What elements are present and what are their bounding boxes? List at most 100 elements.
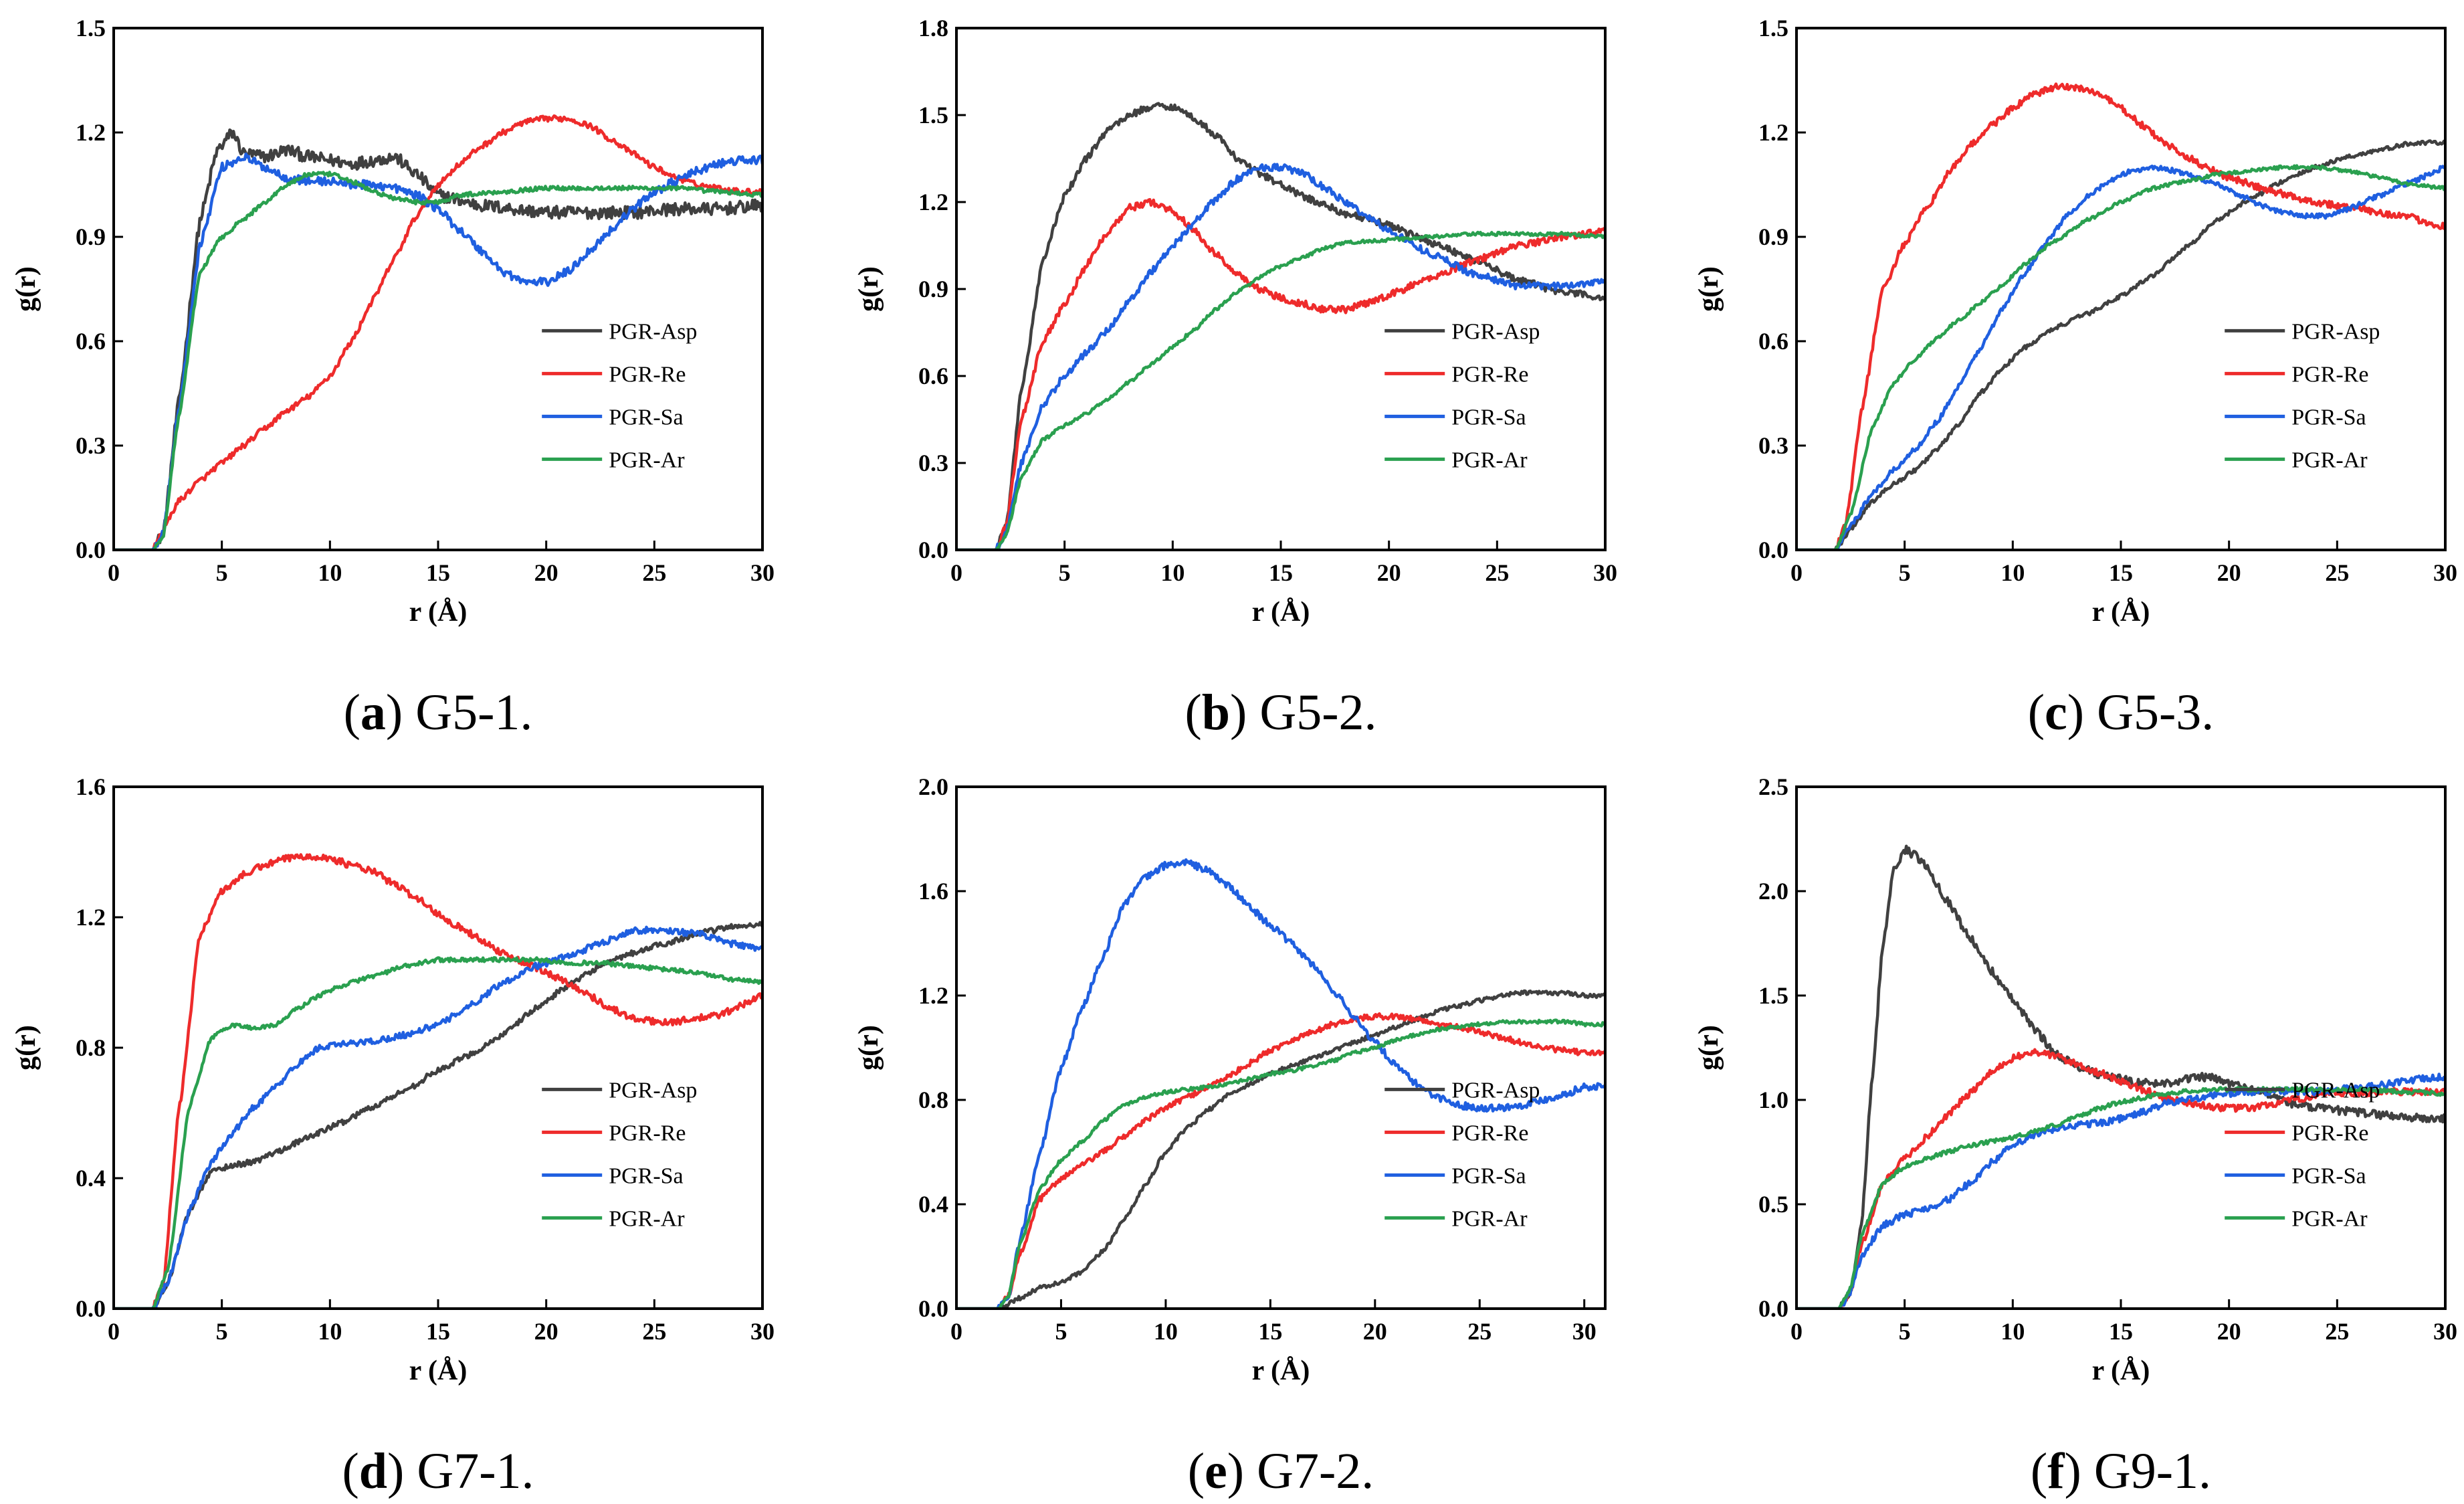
series-line-pgr-asp [1796, 844, 2445, 1309]
x-tick-label: 5 [216, 559, 228, 586]
y-tick-label: 0.3 [76, 432, 106, 459]
series-line-pgr-ar [114, 956, 762, 1309]
legend-label-pgr-ar: PGR-Ar [609, 1206, 685, 1231]
legend-label-pgr-re: PGR-Re [2291, 1121, 2368, 1145]
caption-text: G7-2. [1244, 1443, 1374, 1499]
legend-label-pgr-asp: PGR-Asp [609, 1078, 697, 1103]
legend-label-pgr-ar: PGR-Ar [1451, 448, 1528, 472]
legend-label-pgr-sa: PGR-Sa [1451, 405, 1526, 430]
x-tick-label: 0 [108, 559, 120, 586]
series-line-pgr-asp [114, 921, 762, 1309]
legend-label-pgr-re: PGR-Re [2291, 362, 2368, 387]
x-tick-label: 0 [1790, 1318, 1803, 1345]
caption-letter: e [1205, 1443, 1227, 1499]
panel-caption: (a) G5-1. [344, 684, 533, 741]
x-tick-label: 5 [1899, 1318, 1911, 1345]
legend-label-pgr-re: PGR-Re [1451, 362, 1528, 387]
legend-label-pgr-ar: PGR-Ar [2291, 448, 2368, 472]
legend-label-pgr-asp: PGR-Asp [1451, 319, 1540, 344]
series-line-pgr-ar [1796, 164, 2445, 550]
y-axis-label: g(r) [1693, 1025, 1724, 1070]
y-tick-label: 0.5 [1758, 1191, 1788, 1218]
y-tick-label: 2.0 [1758, 878, 1788, 905]
x-axis-label: r (Å) [1252, 1355, 1310, 1386]
x-tick-label: 5 [1899, 559, 1911, 586]
caption-paren-open: ( [1185, 684, 1201, 741]
y-tick-label: 0.3 [918, 450, 948, 476]
y-tick-label: 1.5 [1758, 15, 1788, 41]
series-line-pgr-re [1796, 1048, 2445, 1309]
series-line-pgr-asp [956, 102, 1605, 550]
x-tick-label: 15 [1258, 1318, 1282, 1345]
y-axis-label: g(r) [11, 266, 41, 312]
legend-label-pgr-ar: PGR-Ar [2291, 1206, 2368, 1231]
x-axis-label: r (Å) [2092, 1355, 2150, 1386]
caption-letter: f [2047, 1443, 2065, 1499]
legend-label-pgr-sa: PGR-Sa [2291, 405, 2366, 430]
caption-text: G7-1. [404, 1443, 534, 1499]
series-line-pgr-asp [1796, 139, 2445, 550]
series-line-pgr-sa [956, 858, 1605, 1309]
y-tick-label: 1.0 [1758, 1087, 1788, 1113]
chart-panel-f: 0 5 10 15 20 25 30 0.0 0.5 1.0 1.5 2.0 2.5 r (Å) g(r) P… [1693, 773, 2457, 1499]
x-tick-label: 5 [1059, 559, 1071, 586]
x-axis-label: r (Å) [1252, 597, 1310, 628]
x-tick-label: 20 [1363, 1318, 1387, 1345]
legend-label-pgr-ar: PGR-Ar [1451, 1206, 1528, 1231]
y-tick-label: 0.8 [918, 1087, 948, 1113]
legend: PGR-Asp PGR-Re PGR-Sa PGR-Ar [1384, 319, 1540, 472]
legend-label-pgr-asp: PGR-Asp [1451, 1078, 1540, 1103]
caption-paren-close: ) [1227, 1443, 1244, 1499]
panel-caption: (e) G7-2. [1188, 1443, 1374, 1499]
legend-label-pgr-re: PGR-Re [1451, 1121, 1528, 1145]
legend-label-pgr-asp: PGR-Asp [609, 319, 697, 344]
caption-letter: b [1202, 684, 1230, 741]
y-tick-label: 0.0 [76, 537, 106, 563]
legend-label-pgr-ar: PGR-Ar [609, 448, 685, 472]
series-line-pgr-ar [1796, 1086, 2445, 1309]
caption-paren-close: ) [2065, 1443, 2081, 1499]
x-tick-label: 25 [642, 1318, 666, 1345]
chart-panel-a: 0 5 10 15 20 25 30 0.0 0.3 0.6 0.9 1.2 1.5 r (Å) g(r) P… [11, 15, 775, 741]
x-tick-label: 0 [1790, 559, 1803, 586]
x-axis-label: r (Å) [409, 597, 468, 628]
series-line-pgr-sa [114, 925, 762, 1309]
series-line-pgr-ar [114, 171, 762, 550]
y-tick-label: 0.0 [918, 537, 948, 563]
x-tick-label: 0 [950, 1318, 962, 1345]
x-tick-label: 15 [1269, 559, 1293, 586]
caption-text: G9-1. [2081, 1443, 2211, 1499]
y-tick-label: 0.0 [918, 1295, 948, 1322]
y-tick-label: 1.5 [76, 15, 106, 41]
x-tick-label: 15 [2109, 1318, 2133, 1345]
caption-paren-close: ) [2067, 684, 2084, 741]
series-line-pgr-re [114, 853, 762, 1309]
y-tick-label: 0.6 [918, 363, 948, 389]
y-tick-label: 0.3 [1758, 432, 1788, 459]
x-tick-label: 5 [216, 1318, 228, 1345]
y-tick-label: 0.9 [1758, 223, 1788, 250]
caption-paren-close: ) [387, 1443, 404, 1499]
panel-caption: (b) G5-2. [1185, 684, 1376, 741]
x-axis-label: r (Å) [2092, 597, 2150, 628]
y-tick-label: 1.2 [918, 982, 948, 1009]
x-tick-label: 25 [2325, 1318, 2349, 1345]
chart-panel-b: 0 5 10 15 20 25 30 0.0 0.3 0.6 0.9 1.2 1.5 1.8 r (Å) g(… [853, 15, 1617, 741]
x-tick-label: 30 [2433, 1318, 2457, 1345]
caption-paren-open: ( [1188, 1443, 1205, 1499]
y-tick-label: 1.2 [76, 119, 106, 146]
legend: PGR-Asp PGR-Re PGR-Sa PGR-Ar [2225, 1078, 2380, 1231]
x-tick-label: 25 [642, 559, 666, 586]
x-tick-label: 10 [1160, 559, 1185, 586]
legend-label-pgr-asp: PGR-Asp [2291, 319, 2380, 344]
x-tick-label: 30 [750, 559, 775, 586]
legend: PGR-Asp PGR-Re PGR-Sa PGR-Ar [542, 1078, 697, 1231]
chart-panel-e: 0 5 10 15 20 25 30 0.0 0.4 0.8 1.2 1.6 2.0 r (Å) g(r) P… [853, 773, 1607, 1499]
x-tick-label: 30 [2433, 559, 2457, 586]
panel-caption: (f) G9-1. [2031, 1443, 2211, 1499]
x-tick-label: 30 [1593, 559, 1617, 586]
caption-letter: d [359, 1443, 387, 1499]
y-tick-label: 0.4 [918, 1191, 948, 1218]
chart-panel-c: 0 5 10 15 20 25 30 0.0 0.3 0.6 0.9 1.2 1.5 r (Å) g(r) P… [1693, 15, 2457, 741]
